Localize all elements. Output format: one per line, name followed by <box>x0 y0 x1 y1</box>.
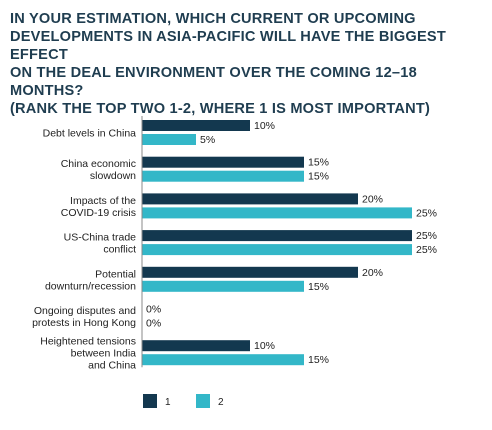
bar-series-1 <box>142 193 358 205</box>
data-label: 10% <box>254 120 275 132</box>
data-label: 15% <box>308 171 329 183</box>
legend-swatch-1 <box>143 394 157 408</box>
category-label-line: between India <box>71 348 137 360</box>
data-label: 15% <box>308 354 329 366</box>
chart-title: IN YOUR ESTIMATION, WHICH CURRENT OR UPC… <box>10 11 446 117</box>
category-label: Debt levels in China <box>43 128 137 140</box>
category-label-line: slowdown <box>90 170 136 182</box>
category-label-line: Debt levels in China <box>43 128 137 140</box>
value-labels: 10% 5% 15% 15% 20% 25% 25% 25% 20% 15% 0% 0% 10% 15% <box>146 120 437 366</box>
category-label-line: downturn/recession <box>45 280 136 292</box>
data-label: 15% <box>308 281 329 293</box>
category-label: Ongoing disputes and protests in Hong Kon… <box>32 305 136 329</box>
category-label-line: Impacts of the <box>70 195 136 207</box>
category-label-line: Ongoing disputes and <box>34 305 136 317</box>
bars <box>142 120 412 366</box>
data-label: 5% <box>200 134 215 146</box>
bar-series-2 <box>142 244 412 256</box>
data-label: 10% <box>254 340 275 352</box>
bar-series-1 <box>142 266 358 278</box>
category-label-line: COVID-19 crisis <box>61 207 136 219</box>
bar-series-2 <box>142 280 304 292</box>
data-label: 25% <box>416 230 437 242</box>
bar-series-2 <box>142 134 196 145</box>
category-label-line: protests in Hong Kong <box>32 317 136 329</box>
bar-series-1 <box>142 340 250 352</box>
category-label-line: conflict <box>103 244 136 256</box>
legend-swatch-2 <box>196 394 210 408</box>
category-label: US-China trade conflict <box>64 232 137 256</box>
bar-series-2 <box>142 354 304 366</box>
bar-series-1 <box>142 120 250 131</box>
data-label: 20% <box>362 267 383 279</box>
data-label: 0% <box>146 304 161 316</box>
legend-label: 1 <box>165 397 171 408</box>
category-label: China economic slowdown <box>61 158 136 182</box>
data-label: 0% <box>146 318 161 330</box>
data-label: 20% <box>362 193 383 205</box>
category-label: Impacts of the COVID-19 crisis <box>61 195 136 219</box>
category-label-line: US-China trade <box>64 232 137 244</box>
data-label: 25% <box>416 207 437 219</box>
category-label-line: Potential <box>95 268 136 280</box>
category-label-line: Heightened tensions <box>40 336 136 348</box>
data-label: 15% <box>308 157 329 169</box>
bar-series-2 <box>142 170 304 182</box>
data-label: 25% <box>416 244 437 256</box>
bar-series-2 <box>142 207 412 219</box>
legend-label: 2 <box>218 397 224 408</box>
category-label: Heightened tensions between India and Chin… <box>40 336 136 372</box>
category-label-line: and China <box>88 360 136 372</box>
bar-series-1 <box>142 230 412 242</box>
bar-series-1 <box>142 156 304 168</box>
category-label-line: China economic <box>61 158 136 170</box>
category-labels: Debt levels in China China economic slowdo… <box>32 128 136 372</box>
category-label: Potential downturn/recession <box>45 268 136 292</box>
